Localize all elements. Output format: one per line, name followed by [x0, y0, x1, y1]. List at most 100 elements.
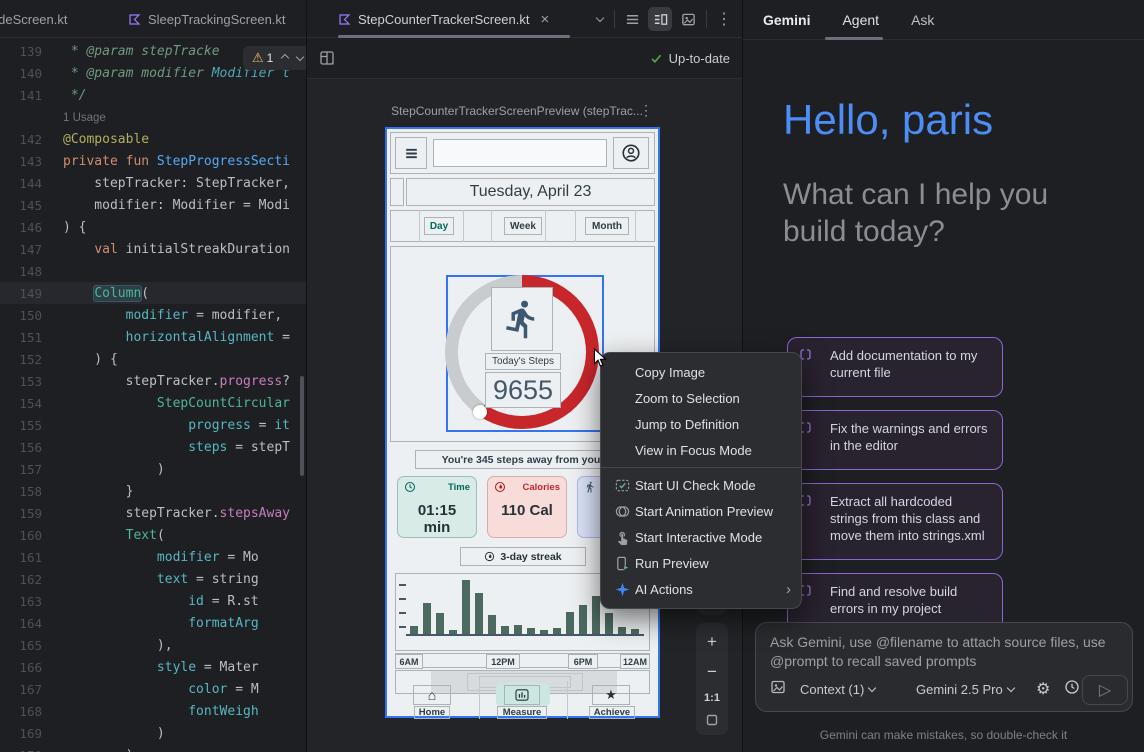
code-line[interactable]: 164 formatArg: [0, 612, 306, 634]
code-line[interactable]: 153 stepTracker.progress?: [0, 370, 306, 392]
design-view-icon[interactable]: [676, 7, 700, 31]
code-line[interactable]: 1 Usage: [63, 111, 106, 124]
measure-icon[interactable]: [504, 685, 540, 705]
zoom-controls: + − 1:1: [696, 623, 728, 735]
code-line[interactable]: 170 ): [0, 744, 306, 752]
code-view-icon[interactable]: [620, 7, 644, 31]
nav-label-home[interactable]: Home: [414, 706, 450, 719]
tab-week[interactable]: Week: [504, 217, 542, 235]
tab-stepcountertrackerscreen[interactable]: StepCounterTrackerScreen.kt ×: [338, 0, 549, 38]
code-line[interactable]: 144 stepTracker: StepTracker,: [0, 172, 306, 194]
line-number: 154: [19, 395, 42, 411]
preview-title[interactable]: StepCounterTrackerScreenPreview (stepTra…: [391, 104, 643, 118]
context-dropdown[interactable]: Context (1): [800, 682, 877, 697]
code-line[interactable]: 152 ) {: [0, 348, 306, 370]
code-line[interactable]: 146) {: [0, 216, 306, 238]
code-line[interactable]: 148: [0, 260, 306, 282]
zoom-in-button[interactable]: +: [707, 632, 717, 651]
more-options-icon[interactable]: ⋮: [716, 11, 732, 28]
preview-layout-icon[interactable]: [319, 50, 335, 66]
tab-month[interactable]: Month: [585, 217, 629, 235]
menu-item-run-preview[interactable]: Run Preview: [601, 550, 801, 576]
time-stat-card[interactable]: Time 01:15 min: [397, 476, 477, 538]
suggestion-card[interactable]: Extract all hardcoded strings from this …: [787, 483, 1003, 560]
menu-item-view-in-focus-mode[interactable]: View in Focus Mode: [601, 437, 801, 463]
menu-item-jump-to-definition[interactable]: Jump to Definition: [601, 411, 801, 437]
code-line[interactable]: 168 fontWeigh: [0, 700, 306, 722]
menu-item-copy-image[interactable]: Copy Image: [601, 359, 801, 385]
chevron-down-icon[interactable]: [588, 7, 612, 31]
code-line[interactable]: 149 Column(: [0, 282, 306, 304]
code-editor[interactable]: 139 * @param stepTracke 140 * @param modi…: [0, 38, 306, 752]
tab-agent[interactable]: Agent: [842, 11, 880, 28]
menu-item-start-animation-preview[interactable]: Start Animation Preview: [601, 498, 801, 524]
zoom-actual-size-button[interactable]: 1:1: [704, 692, 720, 704]
phone-preview[interactable]: Tuesday, April 23 Day Week Month: [385, 127, 660, 719]
code-line[interactable]: 155 progress = it: [0, 414, 306, 436]
zoom-out-button[interactable]: −: [707, 662, 717, 681]
code-line[interactable]: 159 stepTracker.stepsAway: [0, 502, 306, 524]
code-line[interactable]: 167 color = M: [0, 678, 306, 700]
search-input[interactable]: [433, 139, 607, 167]
code-line[interactable]: 142 @Composable: [0, 128, 306, 150]
code-line[interactable]: 145 modifier: Modifier = Modi: [0, 194, 306, 216]
code-line[interactable]: 151 horizontalAlignment =: [0, 326, 306, 348]
suggestion-card[interactable]: Fix the warnings and errors in the edito…: [787, 410, 1003, 470]
card-value: 110 Cal: [501, 502, 553, 519]
menu-item-zoom-to-selection[interactable]: Zoom to Selection: [601, 385, 801, 411]
prev-warning-icon[interactable]: [281, 53, 290, 63]
code-line[interactable]: 169 ): [0, 722, 306, 744]
split-view-icon[interactable]: [648, 7, 672, 31]
nav-label-measure[interactable]: Measure: [497, 706, 547, 719]
code-line[interactable]: 154 StepCountCircular: [0, 392, 306, 414]
interactive-icon: [611, 530, 633, 545]
split-divider[interactable]: [306, 0, 307, 752]
code-line[interactable]: 139 * @param stepTracke: [0, 40, 306, 62]
tab-day[interactable]: Day: [424, 217, 454, 235]
gear-icon[interactable]: ⚙: [1036, 681, 1051, 698]
zoom-to-fit-icon[interactable]: [697, 714, 727, 726]
tab-sleeptrackingscreen[interactable]: SleepTrackingScreen.kt: [128, 0, 286, 38]
menu-item-start-ui-check-mode[interactable]: Start UI Check Mode: [601, 472, 801, 498]
code-line[interactable]: 150 modifier = modifier,: [0, 304, 306, 326]
close-tab-icon[interactable]: ×: [540, 10, 550, 28]
gemini-input-box[interactable]: Ask Gemini, use @filename to attach sour…: [755, 622, 1133, 712]
hamburger-menu-icon[interactable]: [395, 137, 427, 169]
chart-bar: [579, 605, 587, 635]
code-line[interactable]: 141 */: [0, 84, 306, 106]
code-line[interactable]: 156 steps = stepT: [0, 436, 306, 458]
gemini-header: Gemini Agent Ask: [743, 0, 1144, 40]
code-line[interactable]: 162 text = string: [0, 568, 306, 590]
next-warning-icon[interactable]: [296, 52, 305, 61]
chart-bar: [501, 626, 509, 635]
code-line[interactable]: 157 ): [0, 458, 306, 480]
menu-item-ai-actions[interactable]: AI Actions ›: [601, 576, 801, 602]
code-line[interactable]: 163 id = R.st: [0, 590, 306, 612]
active-tab-indicator: [338, 35, 570, 38]
tab-guidescreen[interactable]: uideScreen.kt: [0, 0, 68, 38]
send-button[interactable]: ▷: [1082, 675, 1128, 705]
code-line[interactable]: 158 }: [0, 480, 306, 502]
profile-icon[interactable]: [613, 137, 649, 169]
code-line[interactable]: 147 val initialStreakDuration: [0, 238, 306, 260]
achieve-icon[interactable]: ★: [592, 685, 630, 705]
model-dropdown[interactable]: Gemini 2.5 Pro: [916, 682, 1015, 697]
code-line[interactable]: 161 modifier = Mo: [0, 546, 306, 568]
tab-ask[interactable]: Ask: [911, 11, 935, 28]
attach-image-icon[interactable]: [770, 679, 786, 695]
editor-scrollbar[interactable]: [300, 376, 304, 476]
history-icon[interactable]: [1064, 679, 1080, 695]
suggestion-card[interactable]: Add documentation to my current file: [787, 337, 1003, 397]
home-icon[interactable]: ⌂: [413, 685, 451, 705]
code-line[interactable]: 166 style = Mater: [0, 656, 306, 678]
clock-icon: [404, 481, 416, 493]
preview-more-icon[interactable]: ⋮: [639, 102, 653, 118]
calories-stat-card[interactable]: Calories 110 Cal: [487, 476, 567, 538]
nav-label-achieve[interactable]: Achieve: [589, 706, 635, 719]
xaxis-label: 12PM: [486, 654, 520, 669]
code-line[interactable]: 143 private fun StepProgressSecti: [0, 150, 306, 172]
code-line[interactable]: 165 ),: [0, 634, 306, 656]
menu-item-start-interactive-mode[interactable]: Start Interactive Mode: [601, 524, 801, 550]
inspection-widget[interactable]: ⚠ 1: [243, 46, 306, 70]
code-line[interactable]: 160 Text(: [0, 524, 306, 546]
